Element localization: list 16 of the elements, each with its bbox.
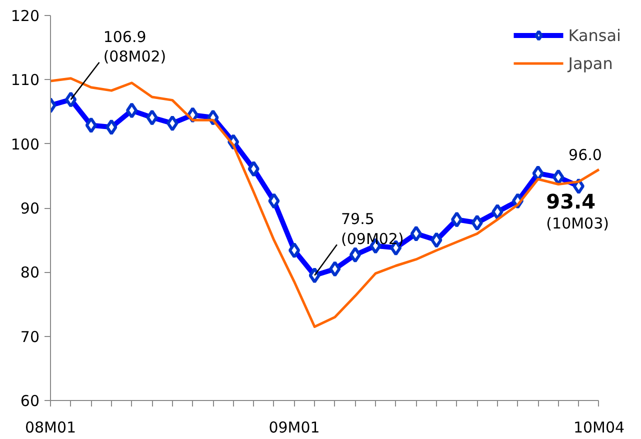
x-tick-label: 08M01 xyxy=(24,418,76,436)
legend-label: Japan xyxy=(568,54,613,72)
y-tick-label: 100 xyxy=(10,135,40,154)
y-tick-label: 60 xyxy=(20,392,40,410)
annotation: 106.9 (08M02) xyxy=(103,28,166,66)
annotation: 79.5 (09M02) xyxy=(341,210,404,248)
annotation: 93.4 (10M03) xyxy=(546,190,610,232)
y-tick-label: 110 xyxy=(10,71,40,90)
y-tick-label: 80 xyxy=(20,264,40,282)
y-tick-label: 70 xyxy=(20,328,40,346)
x-tick-label: 09M01 xyxy=(268,418,320,436)
y-tick-label: 120 xyxy=(10,7,40,25)
y-tick-label: 90 xyxy=(20,200,40,218)
x-tick-label: 10M04 xyxy=(573,418,625,436)
legend-label: Kansai xyxy=(568,26,621,44)
annotation: 96.0 xyxy=(568,146,602,164)
